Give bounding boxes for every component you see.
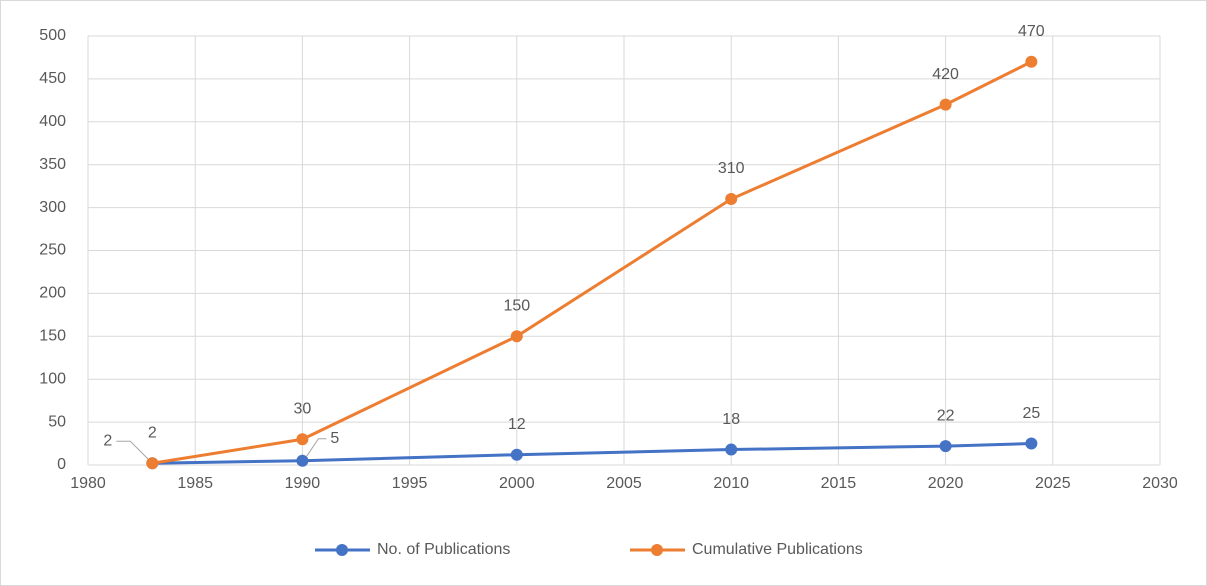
data-label: 25 — [1022, 405, 1040, 422]
data-point — [939, 98, 952, 111]
data-label: 470 — [1018, 23, 1045, 40]
data-point — [510, 330, 523, 343]
y-tick-label: 450 — [39, 70, 66, 87]
x-tick-label: 2020 — [928, 475, 964, 492]
data-point — [725, 443, 738, 456]
x-tick-label: 1985 — [177, 475, 213, 492]
legend-label: Cumulative Publications — [692, 541, 863, 558]
y-tick-label: 200 — [39, 285, 66, 302]
legend-marker — [651, 544, 663, 556]
data-label: 5 — [330, 430, 339, 447]
series-line — [152, 60, 1033, 465]
legend-label: No. of Publications — [377, 541, 510, 558]
data-label: 18 — [722, 411, 740, 428]
data-label: 30 — [294, 400, 312, 417]
data-label: 310 — [718, 160, 745, 177]
y-tick-label: 500 — [39, 27, 66, 44]
y-tick-label: 300 — [39, 199, 66, 216]
data-point — [1025, 437, 1038, 450]
data-point — [296, 454, 309, 467]
x-tick-label: 2010 — [713, 475, 749, 492]
y-tick-label: 400 — [39, 113, 66, 130]
data-point — [725, 193, 738, 206]
x-tick-label: 1980 — [70, 475, 106, 492]
data-label: 2 — [103, 433, 112, 450]
y-tick-label: 150 — [39, 328, 66, 345]
data-label: 150 — [503, 298, 530, 315]
x-tick-label: 2030 — [1142, 475, 1178, 492]
data-point — [296, 433, 309, 446]
x-tick-label: 2025 — [1035, 475, 1071, 492]
data-point — [510, 448, 523, 461]
legend-marker — [336, 544, 348, 556]
data-label: 22 — [937, 407, 955, 424]
y-tick-label: 0 — [57, 456, 66, 473]
y-tick-label: 350 — [39, 156, 66, 173]
data-label: 2 — [148, 425, 157, 442]
x-tick-label: 1990 — [285, 475, 321, 492]
data-point — [939, 440, 952, 453]
data-point — [1025, 55, 1038, 68]
x-tick-label: 2015 — [821, 475, 857, 492]
x-tick-label: 1995 — [392, 475, 428, 492]
y-tick-label: 50 — [48, 413, 66, 430]
x-tick-label: 2005 — [606, 475, 642, 492]
y-tick-label: 250 — [39, 242, 66, 259]
leader-line — [305, 438, 327, 457]
data-point — [146, 457, 159, 470]
data-label: 12 — [508, 416, 526, 433]
y-tick-label: 100 — [39, 370, 66, 387]
series-line — [152, 442, 1032, 465]
leader-line — [116, 440, 149, 460]
x-tick-label: 2000 — [499, 475, 535, 492]
data-label: 420 — [932, 66, 959, 83]
